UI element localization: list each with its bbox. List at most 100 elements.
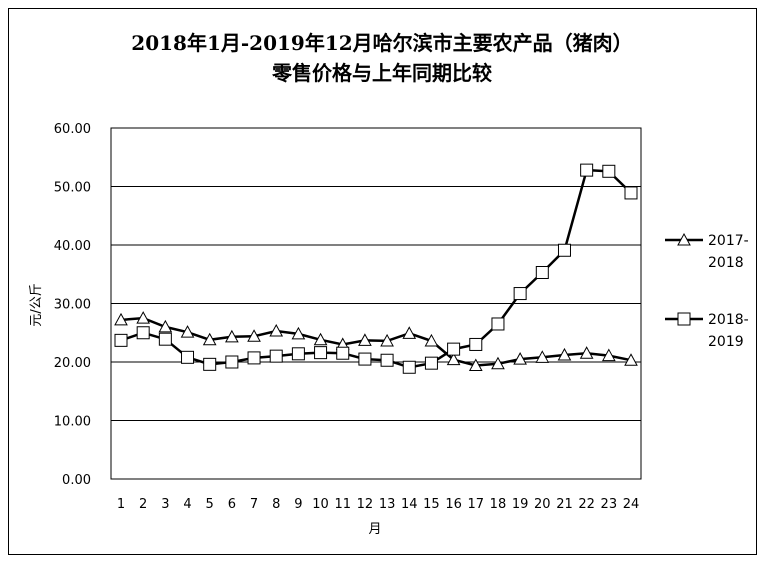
- series-1-point: [491, 356, 505, 370]
- series-2-point: [203, 357, 217, 371]
- series-2-point: [314, 346, 328, 360]
- chart-title-line2: 零售价格与上年同期比较: [271, 61, 492, 85]
- y-tick-label: 40.00: [54, 239, 91, 254]
- x-tick-label: 7: [250, 497, 258, 512]
- y-tick-label: 50.00: [54, 181, 91, 196]
- series-2-point: [491, 317, 505, 331]
- x-tick-label: 5: [206, 497, 214, 512]
- legend-label-series-2-line2: 2019: [708, 334, 744, 350]
- series-1-point: [535, 350, 550, 363]
- legend: 2017- 2018 2018- 2019: [665, 232, 749, 350]
- x-tick-label: 2: [139, 497, 147, 512]
- series-2-point: [380, 353, 394, 367]
- series-1-point: [468, 358, 483, 372]
- x-tick-label: 8: [272, 497, 280, 512]
- legend-square-marker: [677, 312, 691, 326]
- series-2-point: [336, 346, 350, 360]
- series-2-point: [424, 356, 438, 370]
- series-2-point: [469, 337, 483, 351]
- series-2-point: [535, 265, 549, 279]
- series-2-point: [225, 355, 239, 369]
- series-1-point: [579, 346, 594, 359]
- chart-title-line1: 2018年1月-2019年12月哈尔滨市主要农产品（猪肉）: [131, 31, 632, 55]
- x-tick-label: 11: [334, 497, 351, 512]
- series-1-point: [225, 329, 239, 343]
- x-tick-label: 19: [512, 497, 529, 512]
- series-2-point: [602, 164, 616, 178]
- series-2-point: [624, 186, 638, 200]
- x-tick-label: 17: [468, 497, 485, 512]
- x-tick-label: 12: [357, 497, 374, 512]
- series-2-point: [580, 163, 594, 177]
- series-1-point: [380, 333, 394, 347]
- series-2-point: [136, 326, 150, 340]
- series-2-point: [181, 350, 195, 364]
- x-tick-label: 21: [556, 497, 573, 512]
- x-tick-label: 3: [161, 497, 169, 512]
- series-2-point: [247, 351, 261, 365]
- series-2-line: [120, 168, 632, 369]
- series-1-point: [313, 332, 328, 346]
- x-tick-label: 20: [534, 497, 551, 512]
- y-tick-labels: 0.00 10.00 20.00 30.00 40.00 50.00 60.00: [54, 122, 91, 488]
- series-1-point: [202, 332, 217, 346]
- x-tick-label: 24: [623, 497, 640, 512]
- series-2-point: [158, 332, 172, 346]
- y-axis-label: 元/公斤: [29, 283, 44, 326]
- x-tick-label: 18: [490, 497, 507, 512]
- y-tick-label: 0.00: [62, 473, 91, 488]
- series-2-point: [269, 349, 283, 363]
- x-tick-label: 15: [423, 497, 440, 512]
- legend-label-series-1-line1: 2017-: [708, 233, 749, 249]
- series-2-point: [358, 352, 372, 366]
- series-2-point: [291, 347, 305, 361]
- series-1-point: [158, 319, 173, 333]
- series-1-point: [136, 311, 151, 324]
- y-tick-label: 30.00: [54, 298, 91, 313]
- series-2-point: [513, 287, 527, 301]
- legend-label-series-1-line2: 2018: [708, 255, 744, 271]
- chart-frame: [8, 8, 757, 555]
- series-1-point: [424, 333, 439, 347]
- series-1: [114, 311, 638, 372]
- x-tick-label: 6: [228, 497, 236, 512]
- x-tick-label: 13: [379, 497, 396, 512]
- plot-area: [110, 127, 642, 480]
- series-2-point: [447, 342, 461, 356]
- series-1-point: [269, 323, 284, 337]
- x-axis-label: 月: [368, 522, 381, 537]
- y-tick-label: 20.00: [54, 356, 91, 371]
- series-1-point: [601, 348, 616, 362]
- x-tick-label: 16: [445, 497, 462, 512]
- x-tick-label: 1: [117, 497, 125, 512]
- series-1-line: [120, 316, 632, 367]
- y-tick-label: 10.00: [54, 415, 91, 430]
- series-2-point: [557, 243, 571, 257]
- series-1-point: [402, 326, 417, 339]
- x-tick-label: 14: [401, 497, 418, 512]
- legend-triangle-marker: [677, 232, 691, 246]
- series-2-point: [402, 360, 416, 374]
- series-1-point: [291, 326, 306, 340]
- series-1-point: [247, 329, 261, 342]
- series-1-point: [358, 333, 372, 346]
- legend-label-series-2-line1: 2018-: [708, 312, 749, 328]
- x-tick-label: 4: [183, 497, 191, 512]
- legend-item-series-1: 2017- 2018: [665, 232, 749, 271]
- series-1-point: [114, 312, 128, 326]
- x-tick-label: 23: [601, 497, 618, 512]
- series-1-point: [180, 325, 195, 338]
- series-1-point: [557, 347, 572, 361]
- x-tick-labels: 1 2 3 4 5 6 7 8 9 10 11 12 13 14 15 16 17 18 19 20 21 22 23 24: [117, 497, 639, 512]
- series-1-point: [513, 352, 527, 365]
- x-tick-label: 9: [294, 497, 302, 512]
- x-tick-label: 22: [578, 497, 595, 512]
- series-2: [114, 163, 638, 374]
- legend-item-series-2: 2018- 2019: [665, 312, 749, 350]
- series-layer: [114, 163, 638, 374]
- y-tick-label: 60.00: [54, 122, 91, 137]
- gridlines: [111, 186, 641, 421]
- series-1-point: [446, 352, 461, 366]
- series-2-point: [114, 333, 128, 347]
